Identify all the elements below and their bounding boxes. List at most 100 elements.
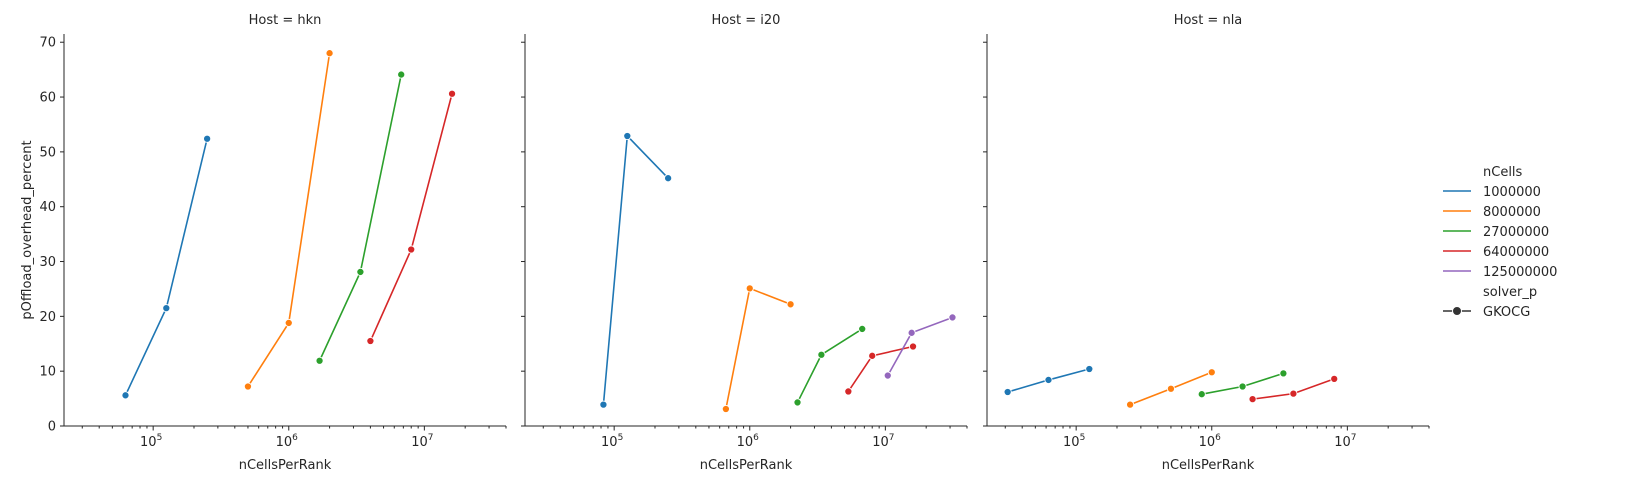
data-point (1166, 384, 1175, 393)
y-tick-label: 10 (39, 365, 56, 380)
legend-item-64000000: 64000000 (1443, 245, 1549, 260)
data-point (1238, 382, 1247, 391)
chart-panels: Host = hkn 0 10 20 30 40 50 60 70 105 106 107 nCells… (20, 13, 1430, 473)
legend-label: 125000000 (1483, 265, 1557, 280)
y-tick-label: 30 (39, 255, 56, 270)
panel-title: Host = hkn (249, 13, 322, 28)
data-point (858, 324, 867, 334)
x-tick-label: 105 (140, 433, 162, 450)
y-tick-label: 0 (48, 420, 56, 435)
legend-style-marker (1452, 306, 1462, 316)
series-line (602, 134, 669, 405)
x-tick-label: 106 (737, 433, 760, 450)
data-point (1207, 368, 1216, 377)
data-point (121, 391, 130, 400)
legend-item-125000000: 125000000 (1443, 265, 1557, 280)
series-8000000 (721, 284, 795, 414)
legend-item-8000000: 8000000 (1443, 205, 1541, 220)
legend-label: 1000000 (1483, 185, 1541, 200)
data-point (786, 300, 795, 309)
legend-hue-title: nCells (1483, 165, 1523, 180)
series-line (318, 74, 403, 362)
series-1000000 (1003, 364, 1094, 397)
legend-item-1000000: 1000000 (1443, 185, 1541, 200)
legend-style-item: GKOCG (1443, 305, 1530, 320)
data-point (356, 267, 365, 276)
data-point (315, 356, 324, 365)
legend-label: 27000000 (1483, 225, 1549, 240)
legend-hue-items: 1000000 8000000 27000000 64000000 125000000 (1443, 185, 1557, 280)
data-point (664, 174, 673, 183)
x-tick-label: 107 (1334, 433, 1356, 450)
data-point (407, 245, 416, 254)
data-point (1330, 374, 1339, 383)
series-line (887, 316, 953, 376)
data-point (1279, 369, 1288, 378)
data-point (817, 350, 826, 359)
series-27000000 (315, 70, 406, 365)
y-tick-label: 60 (39, 91, 56, 106)
series-64000000 (1248, 374, 1339, 404)
series-27000000 (793, 324, 867, 407)
data-point (793, 398, 802, 407)
data-point (243, 382, 252, 391)
series-8000000 (243, 49, 334, 391)
data-point (1044, 375, 1053, 384)
data-point (599, 400, 608, 409)
data-point (844, 387, 853, 396)
series-line (124, 138, 208, 396)
legend: nCells 1000000 8000000 27000000 64000000 125… (1443, 165, 1557, 320)
series-64000000 (366, 89, 457, 346)
data-point (366, 336, 375, 346)
data-point (907, 328, 916, 337)
series-line (247, 53, 331, 387)
data-point (203, 134, 212, 143)
data-point (623, 131, 632, 141)
data-point (1003, 387, 1012, 397)
data-point (908, 342, 918, 351)
x-tick-label: 107 (872, 433, 894, 450)
y-axis-title: pOffload_overhead_percent (20, 140, 35, 319)
legend-style-title: solver_p (1483, 285, 1537, 300)
series-8000000 (1126, 368, 1216, 409)
x-tick-label: 105 (1063, 433, 1085, 450)
x-tick-label: 106 (1199, 433, 1222, 450)
series-line (725, 287, 791, 410)
series-125000000 (883, 313, 957, 380)
legend-label: 8000000 (1483, 205, 1541, 220)
y-tick-label: 20 (39, 310, 56, 325)
y-tick-label: 40 (39, 200, 56, 215)
y-tick-label: 70 (39, 36, 56, 51)
x-tick-label: 105 (601, 433, 623, 450)
x-tick-label: 107 (411, 433, 433, 450)
series-1000000 (121, 134, 212, 400)
data-point (325, 49, 334, 58)
data-point (745, 284, 754, 293)
panel-1: Host = i20 105 106 107 nCellsPerRank (521, 13, 968, 473)
data-point (1248, 395, 1257, 404)
x-axis-title: nCellsPerRank (700, 458, 793, 473)
x-axis-title: nCellsPerRank (239, 458, 332, 473)
data-point (1085, 364, 1094, 374)
y-tick-label: 50 (39, 145, 56, 160)
data-point (1126, 400, 1135, 409)
legend-label: 64000000 (1483, 245, 1549, 260)
series-line (796, 328, 863, 403)
data-point (883, 371, 892, 380)
panel-title: Host = nla (1174, 13, 1243, 28)
series-1000000 (599, 131, 673, 409)
data-point (948, 313, 957, 322)
data-point (721, 404, 730, 414)
data-point (397, 70, 406, 79)
data-point (284, 318, 293, 327)
series-line (847, 345, 914, 392)
data-point (1289, 389, 1298, 398)
series-27000000 (1197, 369, 1288, 399)
series-line (369, 93, 453, 342)
x-tick-label: 106 (276, 433, 299, 450)
data-point (868, 351, 877, 360)
panel-title: Host = i20 (712, 13, 781, 28)
legend-style-label: GKOCG (1483, 305, 1530, 320)
legend-item-27000000: 27000000 (1443, 225, 1549, 240)
data-point (1197, 390, 1206, 399)
